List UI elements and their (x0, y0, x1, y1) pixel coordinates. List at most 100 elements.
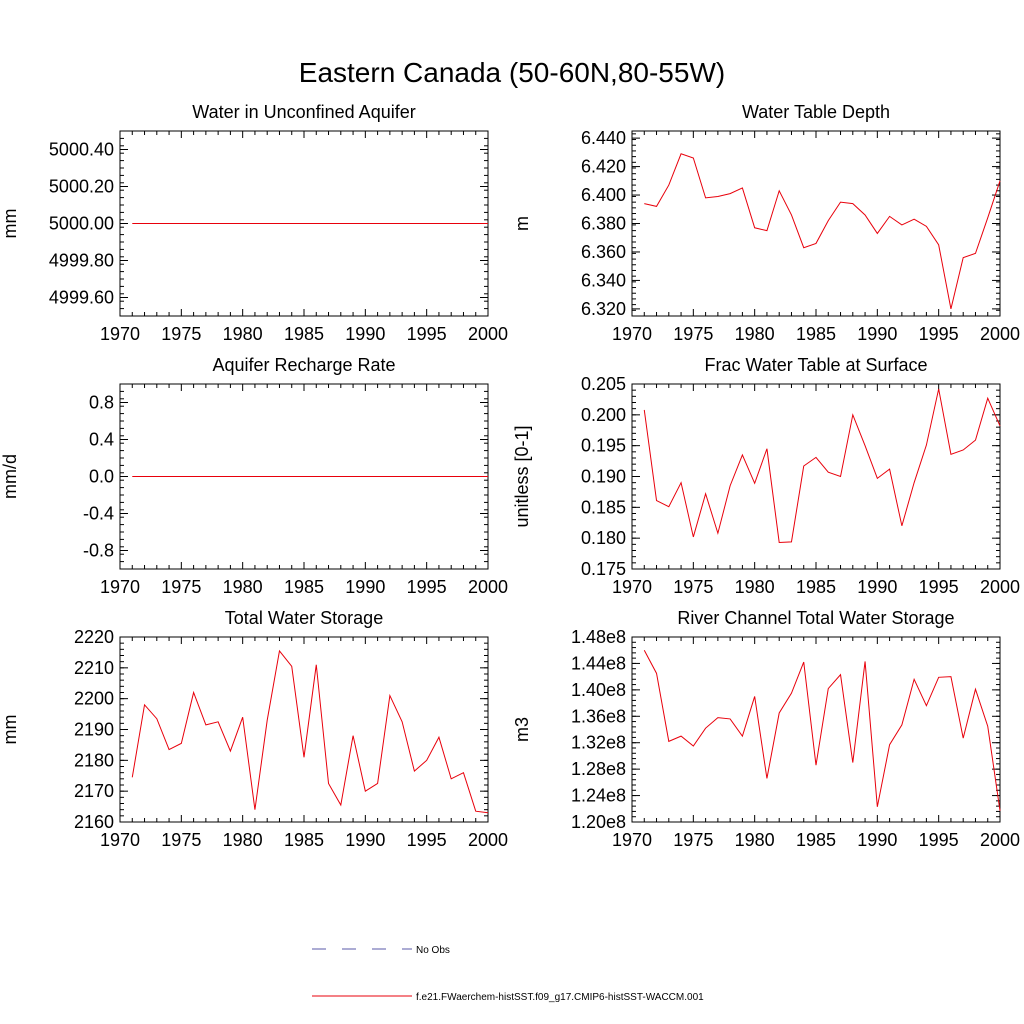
x-tick-label: 1990 (857, 577, 897, 597)
y-tick-label: 5000.40 (49, 140, 114, 160)
panels: Water in Unconfined Aquifer mm 1970 1975 198… (0, 102, 1020, 850)
panel-title: Total Water Storage (225, 608, 383, 628)
y-axis-label: mm (0, 715, 20, 745)
plot-frame (119, 636, 489, 823)
y-tick-label: 0.205 (581, 374, 626, 394)
x-tick-label: 2000 (980, 324, 1020, 344)
x-tick-label: 2000 (980, 830, 1020, 850)
series-line (131, 649, 489, 814)
x-tick-label: 1970 (612, 324, 652, 344)
x-tick-label: 1990 (857, 830, 897, 850)
y-tick-label: 1.36e8 (571, 706, 626, 726)
series-line (644, 153, 1001, 309)
x-tick-label: 1995 (919, 324, 959, 344)
y-tick-label: 2210 (74, 658, 114, 678)
panel-title: River Channel Total Water Storage (677, 608, 954, 628)
series-line (643, 388, 1001, 544)
y-tick-label: 0.185 (581, 497, 626, 517)
y-tick-label: 0.200 (581, 405, 626, 425)
x-tick-label: 1970 (100, 830, 140, 850)
x-tick-label: 1985 (284, 577, 324, 597)
legend-item-model: f.e21.FWaerchem-histSST.f09_g17.CMIP6-hi… (312, 992, 704, 1003)
y-tick-label: 2180 (74, 750, 114, 770)
x-tick-label: 1975 (673, 577, 713, 597)
y-tick-label: 1.48e8 (571, 627, 626, 647)
panel-2: Water Table Depth m 1970 1975 1980 1985 1990 19… (512, 102, 1020, 344)
y-tick-label: 0.195 (581, 436, 626, 456)
x-tick-label: 1995 (407, 830, 447, 850)
y-tick-label: 1.44e8 (571, 653, 626, 673)
x-tick-label: 1980 (735, 324, 775, 344)
x-tick-label: 2000 (468, 577, 508, 597)
x-tick-label: 1985 (796, 830, 836, 850)
plot-frame (631, 383, 1001, 570)
y-tick-label: 6.420 (581, 157, 626, 177)
x-tick-label: 2000 (468, 830, 508, 850)
y-axis-label: m (512, 216, 532, 231)
x-tick-label: 1985 (284, 830, 324, 850)
x-tick-label: 1985 (284, 324, 324, 344)
y-tick-label: 1.40e8 (571, 680, 626, 700)
x-tick-label: 1990 (857, 324, 897, 344)
y-tick-label: 4999.60 (49, 288, 114, 308)
x-tick-label: 1985 (796, 324, 836, 344)
panel-title: Water in Unconfined Aquifer (192, 102, 415, 122)
x-tick-label: 1975 (161, 577, 201, 597)
y-tick-label: 6.400 (581, 185, 626, 205)
y-tick-label: 2190 (74, 720, 114, 740)
panel-title: Aquifer Recharge Rate (212, 355, 395, 375)
x-tick-label: 1970 (100, 324, 140, 344)
y-tick-label: 6.340 (581, 270, 626, 290)
y-tick-label: -0.4 (83, 504, 114, 524)
legend-label-no-obs: No Obs (416, 945, 450, 956)
x-tick-label: 1970 (100, 577, 140, 597)
x-tick-label: 1970 (612, 577, 652, 597)
y-axis-label: m3 (512, 717, 532, 742)
panel-title: Water Table Depth (742, 102, 890, 122)
x-tick-label: 1980 (223, 324, 263, 344)
y-axis-label: unitless [0-1] (512, 425, 532, 527)
y-tick-label: 6.380 (581, 214, 626, 234)
y-tick-label: 1.20e8 (571, 812, 626, 832)
x-tick-label: 1980 (735, 830, 775, 850)
legend-label-model: f.e21.FWaerchem-histSST.f09_g17.CMIP6-hi… (416, 992, 704, 1003)
x-tick-label: 1980 (223, 577, 263, 597)
x-tick-label: 2000 (468, 324, 508, 344)
x-tick-label: 1975 (673, 830, 713, 850)
x-tick-label: 1995 (919, 830, 959, 850)
y-tick-label: 0.175 (581, 559, 626, 579)
y-axis-label: mm (0, 209, 20, 239)
y-tick-label: 6.320 (581, 299, 626, 319)
y-tick-label: 6.360 (581, 242, 626, 262)
plot-frame (631, 636, 1001, 823)
x-tick-label: 1980 (223, 830, 263, 850)
panel-3: Aquifer Recharge Rate mm/d 1970 1975 1980 198… (0, 355, 508, 597)
y-tick-label: 2160 (74, 812, 114, 832)
x-tick-label: 2000 (980, 577, 1020, 597)
y-tick-label: 1.32e8 (571, 733, 626, 753)
panel-5: Total Water Storage mm 1970 1975 1980 1985 199… (0, 608, 508, 850)
y-tick-label: 5000.20 (49, 177, 114, 197)
y-tick-label: 6.440 (581, 128, 626, 148)
y-axis-label: mm/d (0, 454, 20, 499)
x-tick-label: 1975 (673, 324, 713, 344)
y-tick-label: 2220 (74, 627, 114, 647)
panel-title: Frac Water Table at Surface (704, 355, 927, 375)
x-tick-label: 1990 (345, 830, 385, 850)
x-tick-label: 1970 (612, 830, 652, 850)
y-tick-label: 2200 (74, 689, 114, 709)
y-tick-label: 4999.80 (49, 251, 114, 271)
x-tick-label: 1985 (796, 577, 836, 597)
y-tick-label: 1.28e8 (571, 759, 626, 779)
y-tick-label: 0.190 (581, 467, 626, 487)
y-tick-label: -0.8 (83, 541, 114, 561)
x-tick-label: 1975 (161, 830, 201, 850)
x-tick-label: 1995 (407, 324, 447, 344)
y-tick-label: 0.4 (89, 430, 114, 450)
panel-4: Frac Water Table at Surface unitless [0-1… (512, 355, 1020, 597)
y-tick-label: 2170 (74, 781, 114, 801)
y-tick-label: 0.180 (581, 528, 626, 548)
figure-title: Eastern Canada (50-60N,80-55W) (299, 57, 725, 88)
